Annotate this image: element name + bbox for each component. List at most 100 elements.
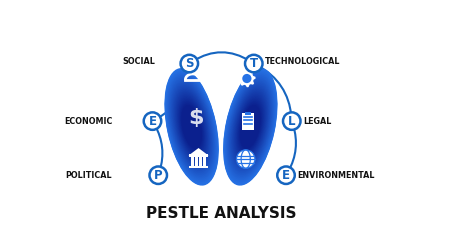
- Text: POLITICAL: POLITICAL: [66, 171, 112, 180]
- Ellipse shape: [234, 92, 267, 162]
- Ellipse shape: [176, 92, 207, 161]
- Ellipse shape: [225, 73, 275, 181]
- Ellipse shape: [235, 95, 265, 159]
- Ellipse shape: [173, 86, 210, 167]
- Ellipse shape: [177, 95, 207, 159]
- Ellipse shape: [176, 94, 207, 160]
- Ellipse shape: [238, 101, 262, 153]
- Ellipse shape: [223, 68, 278, 186]
- Ellipse shape: [166, 72, 217, 181]
- Ellipse shape: [165, 69, 218, 184]
- Ellipse shape: [169, 79, 214, 175]
- Ellipse shape: [234, 92, 266, 161]
- Ellipse shape: [237, 98, 264, 156]
- Ellipse shape: [171, 82, 212, 172]
- FancyBboxPatch shape: [242, 113, 254, 130]
- Ellipse shape: [178, 97, 205, 156]
- Ellipse shape: [235, 94, 266, 160]
- Circle shape: [149, 166, 167, 184]
- Ellipse shape: [177, 96, 206, 158]
- Ellipse shape: [237, 99, 263, 155]
- Ellipse shape: [170, 81, 213, 173]
- Ellipse shape: [238, 99, 263, 154]
- Ellipse shape: [233, 89, 268, 165]
- Ellipse shape: [226, 75, 274, 179]
- Ellipse shape: [169, 78, 214, 175]
- Ellipse shape: [177, 96, 206, 158]
- Ellipse shape: [170, 80, 213, 174]
- Ellipse shape: [173, 87, 210, 167]
- Circle shape: [237, 150, 255, 168]
- Ellipse shape: [236, 97, 264, 157]
- Ellipse shape: [224, 70, 277, 184]
- Ellipse shape: [214, 74, 229, 97]
- Ellipse shape: [174, 89, 209, 165]
- Ellipse shape: [181, 104, 202, 149]
- Ellipse shape: [172, 85, 211, 168]
- Ellipse shape: [232, 86, 269, 167]
- Ellipse shape: [233, 90, 267, 164]
- Ellipse shape: [176, 94, 207, 160]
- Text: LEGAL: LEGAL: [303, 116, 332, 126]
- Ellipse shape: [180, 101, 203, 153]
- Ellipse shape: [224, 69, 277, 184]
- Ellipse shape: [226, 74, 275, 180]
- Ellipse shape: [165, 69, 219, 185]
- Text: E: E: [148, 115, 157, 128]
- Ellipse shape: [171, 82, 213, 172]
- Ellipse shape: [231, 86, 269, 168]
- Ellipse shape: [168, 76, 215, 177]
- Ellipse shape: [230, 82, 271, 172]
- Ellipse shape: [238, 101, 262, 153]
- Ellipse shape: [167, 73, 216, 181]
- Ellipse shape: [171, 83, 212, 171]
- Ellipse shape: [180, 102, 203, 152]
- Ellipse shape: [236, 96, 265, 158]
- Ellipse shape: [181, 105, 202, 149]
- Text: L: L: [288, 115, 296, 128]
- Ellipse shape: [175, 91, 208, 163]
- Ellipse shape: [175, 90, 208, 163]
- Text: TECHNOLOGICAL: TECHNOLOGICAL: [266, 57, 341, 66]
- Text: PESTLE ANALYSIS: PESTLE ANALYSIS: [146, 206, 297, 221]
- Ellipse shape: [172, 85, 211, 169]
- Ellipse shape: [180, 103, 202, 151]
- Ellipse shape: [181, 104, 202, 150]
- Ellipse shape: [239, 103, 261, 151]
- Ellipse shape: [166, 72, 217, 182]
- Text: S: S: [185, 57, 194, 70]
- Ellipse shape: [233, 89, 268, 165]
- Ellipse shape: [167, 75, 216, 179]
- Circle shape: [188, 62, 198, 72]
- Circle shape: [245, 55, 262, 72]
- Ellipse shape: [239, 102, 262, 152]
- Ellipse shape: [225, 72, 276, 182]
- Ellipse shape: [225, 72, 275, 181]
- Text: ENVIRONMENTAL: ENVIRONMENTAL: [297, 171, 375, 180]
- Ellipse shape: [240, 104, 261, 149]
- Ellipse shape: [228, 79, 273, 175]
- Ellipse shape: [234, 90, 267, 163]
- Ellipse shape: [224, 71, 276, 183]
- Text: T: T: [250, 57, 258, 70]
- Ellipse shape: [228, 78, 273, 176]
- Ellipse shape: [168, 76, 215, 178]
- Bar: [189, 166, 208, 168]
- Ellipse shape: [166, 71, 217, 182]
- FancyBboxPatch shape: [245, 112, 251, 115]
- Circle shape: [242, 74, 252, 83]
- Text: E: E: [282, 169, 290, 182]
- Ellipse shape: [227, 76, 274, 177]
- Ellipse shape: [240, 105, 261, 149]
- Ellipse shape: [239, 104, 261, 150]
- Bar: [195, 156, 198, 166]
- Ellipse shape: [236, 96, 265, 158]
- Polygon shape: [189, 148, 209, 156]
- Ellipse shape: [179, 100, 204, 154]
- Ellipse shape: [231, 85, 270, 169]
- Ellipse shape: [178, 98, 205, 156]
- Ellipse shape: [229, 80, 272, 174]
- Ellipse shape: [230, 82, 271, 172]
- Ellipse shape: [228, 78, 273, 175]
- Ellipse shape: [180, 103, 203, 151]
